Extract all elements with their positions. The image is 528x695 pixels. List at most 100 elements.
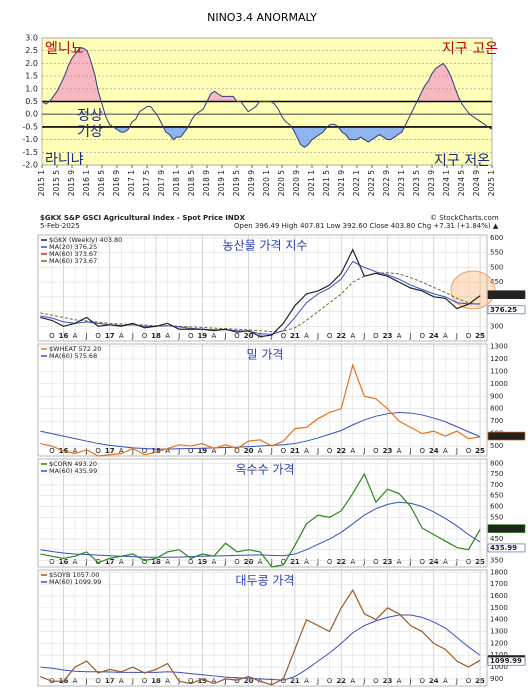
x-tick-label: O (188, 332, 194, 340)
x-tick-label: 19 (197, 558, 207, 566)
x-tick-label: 2021 9 (337, 170, 346, 196)
y-tick-label: -2.0 (22, 161, 38, 170)
x-tick-label: 2023 5 (412, 170, 421, 196)
x-tick-label: 2021 1 (307, 170, 316, 196)
x-tick-label: O (466, 332, 472, 340)
annotation: 지구 고온 (442, 41, 498, 57)
x-tick-label: 2022 1 (352, 170, 361, 196)
x-tick-label: 21 (290, 332, 300, 340)
x-tick-label: 25 (475, 332, 485, 340)
x-tick-label: J (455, 558, 458, 566)
x-tick-label: O (234, 558, 240, 566)
x-tick-label: 2018 1 (172, 170, 181, 196)
y-tick-label: 1500 (490, 604, 508, 612)
x-tick-label: 25 (475, 447, 485, 455)
x-tick-label: A (304, 332, 309, 340)
x-tick-label: J (455, 677, 458, 685)
legend-label: MA(60) 575.68 (49, 352, 97, 360)
x-tick-label: O (466, 677, 472, 685)
x-tick-label: 20 (244, 558, 254, 566)
x-tick-label: A (73, 332, 78, 340)
last-value-label: 1099.99 (490, 657, 522, 665)
y-tick-label: 600 (490, 234, 503, 242)
x-tick-label: J (131, 558, 134, 566)
x-tick-label: 19 (197, 447, 207, 455)
legend-label: MA(20) 376.25 (49, 243, 97, 251)
y-tick-label: 900 (490, 675, 503, 683)
x-tick-label: 2019 9 (247, 170, 256, 196)
y-tick-label: 550 (490, 513, 503, 521)
x-tick-label: 2020 5 (277, 170, 286, 196)
x-tick-label: O (49, 332, 55, 340)
x-tick-label: J (409, 677, 412, 685)
x-tick-label: O (281, 447, 287, 455)
y-tick-label: 2.5 (25, 46, 38, 55)
y-tick-label: 1000 (490, 663, 508, 671)
x-tick-label: O (49, 558, 55, 566)
last-value-box (487, 524, 526, 533)
x-tick-label: 2015 9 (67, 170, 76, 196)
x-tick-label: 25 (475, 558, 485, 566)
x-tick-label: A (443, 558, 448, 566)
y-tick-label: 300 (490, 322, 503, 330)
x-tick-label: A (73, 558, 78, 566)
x-tick-label: 2020 9 (292, 170, 301, 196)
y-tick-label: 1200 (490, 355, 508, 363)
x-tick-label: O (95, 447, 101, 455)
x-tick-label: O (142, 447, 148, 455)
x-tick-label: A (304, 677, 309, 685)
x-tick-label: 2022 9 (382, 170, 391, 196)
y-tick-label: 500 (490, 263, 503, 271)
x-tick-label: A (119, 447, 124, 455)
y-tick-label: 750 (490, 470, 503, 478)
panel-background (37, 569, 488, 687)
x-tick-label: A (443, 332, 448, 340)
panel-title: 밀 가격 (247, 348, 284, 362)
x-tick-label: A (258, 447, 263, 455)
y-tick-label: 1300 (490, 628, 508, 636)
x-tick-label: O (281, 677, 287, 685)
x-tick-label: 20 (244, 447, 254, 455)
x-tick-label: O (234, 447, 240, 455)
x-tick-label: J (177, 447, 180, 455)
series-line (40, 472, 481, 568)
x-tick-label: 23 (383, 677, 393, 685)
x-tick-label: O (373, 677, 379, 685)
x-tick-label: A (119, 332, 124, 340)
y-tick-label: 1.0 (25, 84, 38, 93)
panel-quote: Open 396.49 High 407.81 Low 392.60 Close… (234, 222, 499, 230)
x-tick-label: 24 (429, 558, 439, 566)
y-tick-label: -1.5 (22, 148, 38, 157)
y-tick-label: -1.0 (22, 135, 38, 144)
series-line (40, 588, 481, 686)
y-tick-label: 700 (490, 417, 503, 425)
x-tick-label: O (95, 677, 101, 685)
panel-source: © StockCharts.com (430, 214, 499, 222)
y-tick-label: -0.5 (22, 122, 38, 131)
x-tick-label: O (419, 332, 425, 340)
series-line (40, 248, 481, 338)
x-tick-label: A (304, 447, 309, 455)
x-tick-label: 24 (429, 447, 439, 455)
x-tick-label: O (142, 332, 148, 340)
panel-title: 농산물 가격 지수 (223, 239, 308, 253)
band-area (42, 48, 492, 102)
y-tick-label: 1100 (490, 367, 508, 375)
x-tick-label: 23 (383, 332, 393, 340)
y-tick-label: 500 (490, 442, 503, 450)
legend-label: MA(60) 1099.99 (49, 578, 101, 586)
x-tick-label: J (85, 447, 88, 455)
last-value-label: 376.25 (490, 306, 517, 314)
x-tick-label: 2015 5 (52, 170, 61, 196)
enso-line (41, 47, 493, 148)
annotation: 정상 (77, 108, 103, 124)
x-tick-label: 18 (151, 677, 161, 685)
y-tick-label: 550 (490, 249, 503, 257)
x-tick-label: A (350, 677, 355, 685)
y-tick-label: 800 (490, 405, 503, 413)
x-tick-label: J (85, 677, 88, 685)
x-tick-label: A (211, 677, 216, 685)
x-tick-label: J (223, 677, 226, 685)
last-value-box (487, 290, 526, 300)
